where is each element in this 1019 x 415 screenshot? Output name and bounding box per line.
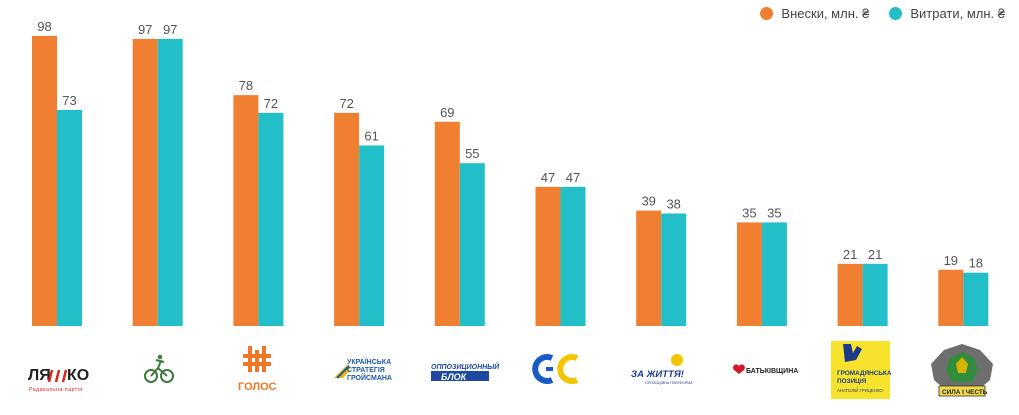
bar-expenses-9[interactable] bbox=[862, 263, 888, 326]
svg-text:СИЛА І ЧЕСТЬ: СИЛА І ЧЕСТЬ bbox=[942, 389, 988, 396]
legend-label-expenses: Витрати, млн. ₴ bbox=[910, 6, 1005, 21]
bar-contributions-2[interactable] bbox=[132, 38, 158, 326]
category-logo-hromadianska-pozytsiia: ГРОМАДЯНСЬКА ПОЗИЦІЯ АНАТОЛІЙ ГРИЦЕНКО bbox=[831, 341, 892, 399]
value-label-expenses-10: 18 bbox=[969, 256, 983, 271]
bar-expenses-1[interactable] bbox=[57, 109, 82, 326]
bar-expenses-7[interactable] bbox=[661, 213, 687, 326]
category-logo-batkivshchyna: БАТЬКІВЩИНА bbox=[733, 364, 798, 375]
svg-text:ПОЗИЦІЯ: ПОЗИЦІЯ bbox=[837, 378, 867, 385]
bar-contributions-1[interactable] bbox=[32, 35, 57, 327]
bar-contributions-4[interactable] bbox=[334, 112, 360, 326]
value-label-expenses-2: 97 bbox=[163, 22, 177, 37]
svg-text:БАТЬКІВЩИНА: БАТЬКІВЩИНА bbox=[746, 368, 798, 375]
value-label-contributions-10: 19 bbox=[944, 253, 958, 268]
value-label-expenses-9: 21 bbox=[868, 247, 882, 262]
value-label-contributions-1: 98 bbox=[37, 19, 51, 34]
bar-contributions-8[interactable] bbox=[736, 222, 762, 326]
svg-text:УКРАЇНСЬКА: УКРАЇНСЬКА bbox=[347, 358, 391, 366]
svg-text:ОППОЗИЦИОННЫЙ: ОППОЗИЦИОННЫЙ bbox=[431, 362, 500, 371]
bars-group bbox=[32, 35, 989, 327]
value-label-expenses-4: 61 bbox=[364, 128, 378, 143]
svg-text:ГОЛОС: ГОЛОС bbox=[238, 381, 277, 393]
bar-contributions-10[interactable] bbox=[938, 269, 964, 326]
value-labels-group: 98 73 97 97 78 72 72 61 69 55 47 47 39 38 35 35 21 21 19 18 bbox=[37, 19, 983, 271]
value-label-expenses-1: 73 bbox=[62, 93, 76, 108]
value-label-contributions-6: 47 bbox=[541, 170, 555, 185]
value-label-expenses-8: 35 bbox=[767, 205, 781, 220]
svg-text:БЛОК: БЛОК bbox=[441, 372, 468, 382]
bar-expenses-6[interactable] bbox=[560, 186, 586, 326]
bar-expenses-8[interactable] bbox=[761, 222, 787, 326]
value-label-contributions-3: 78 bbox=[239, 78, 253, 93]
value-label-contributions-9: 21 bbox=[843, 247, 857, 262]
legend-swatch-expenses bbox=[889, 7, 903, 20]
bar-contributions-6[interactable] bbox=[535, 186, 561, 326]
value-label-expenses-5: 55 bbox=[465, 146, 479, 161]
svg-text:ГРОЙСМАНА: ГРОЙСМАНА bbox=[347, 373, 392, 382]
value-label-expenses-3: 72 bbox=[264, 96, 278, 111]
value-label-contributions-7: 39 bbox=[641, 194, 655, 209]
bar-expenses-3[interactable] bbox=[258, 112, 284, 326]
svg-text:ОПОЗИЦІЙНА ПЛАТФОРМА: ОПОЗИЦІЙНА ПЛАТФОРМА bbox=[645, 381, 693, 385]
svg-text:КО: КО bbox=[67, 367, 89, 384]
svg-text:СТРАТЕГІЯ: СТРАТЕГІЯ bbox=[347, 367, 385, 374]
bar-contributions-3[interactable] bbox=[233, 95, 259, 327]
chart-legend: Внески, млн. ₴ Витрати, млн. ₴ bbox=[760, 6, 1005, 21]
svg-text:ЗА ЖИТТЯ!: ЗА ЖИТТЯ! bbox=[631, 369, 684, 380]
category-logo-lyashko: ЛЯ КО Радикальна партія bbox=[28, 367, 89, 393]
svg-text:АНАТОЛІЙ ГРИЦЕНКО: АНАТОЛІЙ ГРИЦЕНКО bbox=[837, 388, 883, 393]
value-label-contributions-8: 35 bbox=[742, 205, 756, 220]
legend-label-contributions: Внески, млн. ₴ bbox=[781, 6, 870, 21]
category-logo-syla-i-chest: СИЛА І ЧЕСТЬ bbox=[931, 344, 993, 397]
category-logo-servant-of-the-people bbox=[144, 354, 174, 383]
svg-text:ГРОМАДЯНСЬКА: ГРОМАДЯНСЬКА bbox=[837, 370, 892, 377]
legend-item-contributions[interactable]: Внески, млн. ₴ bbox=[760, 6, 869, 21]
legend-swatch-contributions bbox=[760, 7, 774, 20]
category-logo-holos: ГОЛОС bbox=[238, 346, 277, 393]
bar-expenses-5[interactable] bbox=[459, 163, 485, 326]
value-label-expenses-7: 38 bbox=[666, 197, 680, 212]
value-label-expenses-6: 47 bbox=[566, 170, 580, 185]
category-logo-european-solidarity bbox=[532, 354, 579, 384]
category-logo-opposition-bloc: ОППОЗИЦИОННЫЙ БЛОК bbox=[431, 362, 500, 382]
value-label-contributions-2: 97 bbox=[138, 22, 152, 37]
bar-expenses-4[interactable] bbox=[359, 145, 385, 326]
svg-text:Радикальна партія: Радикальна партія bbox=[29, 387, 83, 393]
bar-contributions-9[interactable] bbox=[837, 263, 863, 326]
bar-contributions-5[interactable] bbox=[434, 121, 460, 326]
legend-item-expenses[interactable]: Витрати, млн. ₴ bbox=[889, 6, 1005, 21]
category-logo-za-zhyttia: ЗА ЖИТТЯ! ОПОЗИЦІЙНА ПЛАТФОРМА bbox=[631, 354, 693, 385]
value-label-contributions-4: 72 bbox=[339, 96, 353, 111]
svg-text:ЛЯ: ЛЯ bbox=[28, 367, 51, 384]
bar-expenses-2[interactable] bbox=[157, 38, 183, 326]
bar-contributions-7[interactable] bbox=[636, 210, 662, 326]
bar-expenses-10[interactable] bbox=[963, 272, 989, 326]
value-label-contributions-5: 69 bbox=[440, 105, 454, 120]
category-logo-groysman: УКРАЇНСЬКА СТРАТЕГІЯ ГРОЙСМАНА bbox=[334, 358, 392, 382]
